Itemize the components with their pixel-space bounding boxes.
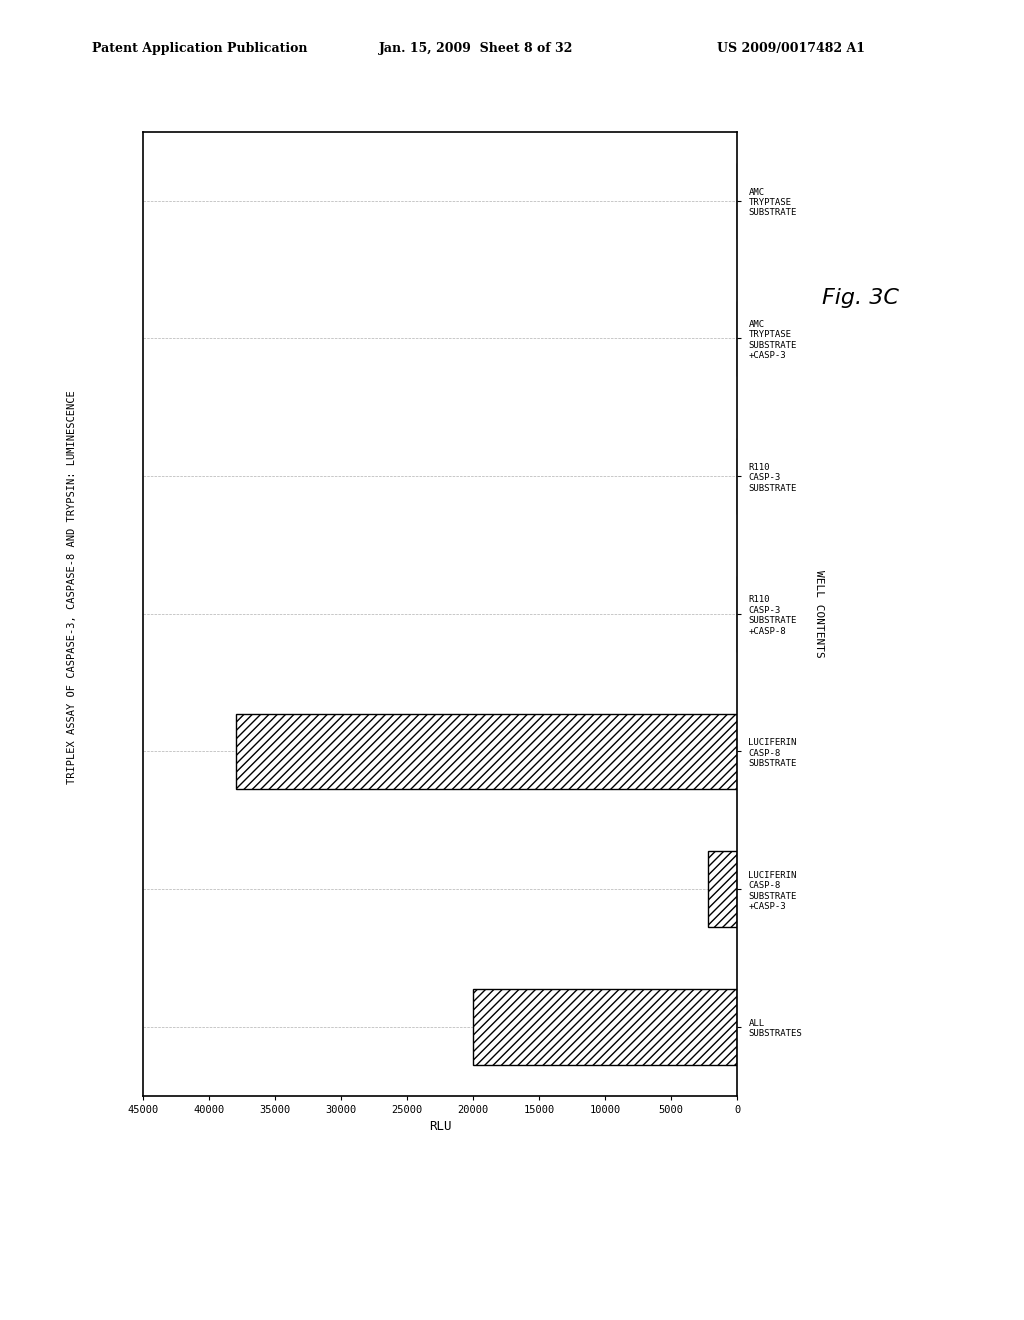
Text: Jan. 15, 2009  Sheet 8 of 32: Jan. 15, 2009 Sheet 8 of 32 — [379, 42, 573, 55]
Text: Patent Application Publication: Patent Application Publication — [92, 42, 307, 55]
Bar — [709, 851, 737, 927]
Text: US 2009/0017482 A1: US 2009/0017482 A1 — [717, 42, 865, 55]
Text: WELL CONTENTS: WELL CONTENTS — [814, 570, 824, 657]
Bar — [473, 989, 737, 1065]
X-axis label: RLU: RLU — [429, 1121, 452, 1133]
Text: Fig. 3C: Fig. 3C — [821, 288, 899, 308]
Bar — [236, 714, 737, 789]
Text: TRIPLEX ASSAY OF CASPASE-3, CASPASE-8 AND TRYPSIN: LUMINESCENCE: TRIPLEX ASSAY OF CASPASE-3, CASPASE-8 AN… — [67, 391, 77, 784]
